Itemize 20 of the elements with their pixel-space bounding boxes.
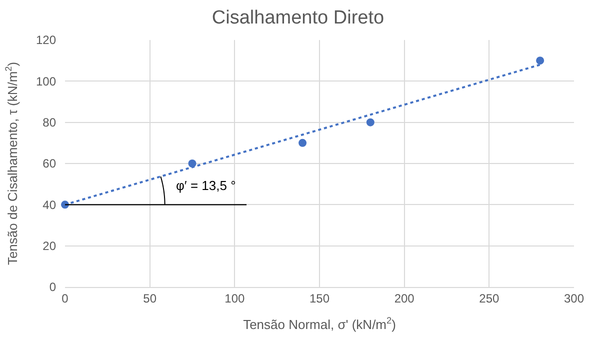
x-tick-label: 250	[479, 291, 500, 306]
y-tick-label: 100	[36, 74, 56, 88]
y-tick-label: 40	[42, 198, 56, 212]
y-tick-label: 20	[42, 239, 56, 254]
y-tick-label: 0	[49, 280, 56, 294]
y-tick-label: 80	[42, 116, 56, 130]
y-tick-label: 60	[42, 156, 56, 171]
x-tick-label: 200	[394, 291, 415, 306]
x-tick-label: 150	[309, 291, 330, 306]
x-axis-title: Tensão Normal, σ' (kN/m$^{2}$)	[243, 316, 396, 332]
annotation: φ′ = 13,5 °	[176, 178, 236, 193]
x-tick-label: 0	[62, 291, 69, 306]
y-tick-label: 120	[36, 33, 56, 48]
point	[366, 118, 374, 126]
x-tick-label: 100	[224, 291, 245, 306]
x-tick-label: 50	[143, 291, 157, 306]
point	[536, 56, 544, 65]
x-tick-label: 300	[564, 291, 584, 306]
point	[298, 138, 307, 147]
chart-title: Cisalhamento Direto	[212, 8, 384, 29]
